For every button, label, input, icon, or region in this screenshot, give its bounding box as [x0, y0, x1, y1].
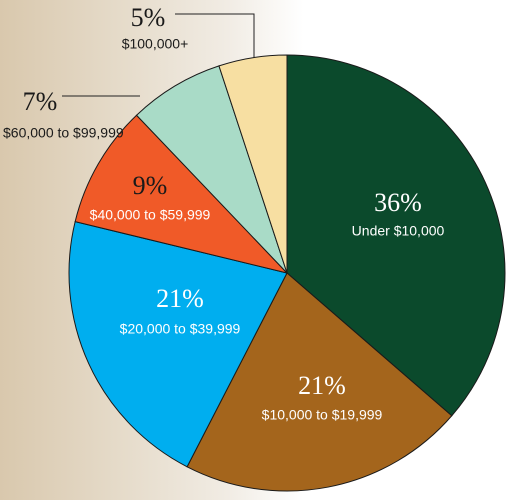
value-label: 7%: [23, 87, 58, 116]
category-label: $10,000 to $19,999: [262, 407, 383, 423]
value-label: 36%: [374, 188, 422, 217]
category-label: $20,000 to $39,999: [120, 321, 241, 337]
value-label: 9%: [133, 171, 168, 200]
value-label: 21%: [298, 371, 346, 400]
category-label: Under $10,000: [352, 223, 445, 239]
value-label: 21%: [156, 284, 204, 313]
chart: 36% Under $10,000 21% $10,000 to $19,999 21%…: [0, 0, 506, 500]
category-label: $60,000 to $99,999: [3, 125, 124, 141]
category-label: $100,000+: [122, 36, 189, 52]
category-label: $40,000 to $59,999: [90, 207, 211, 223]
value-label: 5%: [131, 3, 166, 32]
